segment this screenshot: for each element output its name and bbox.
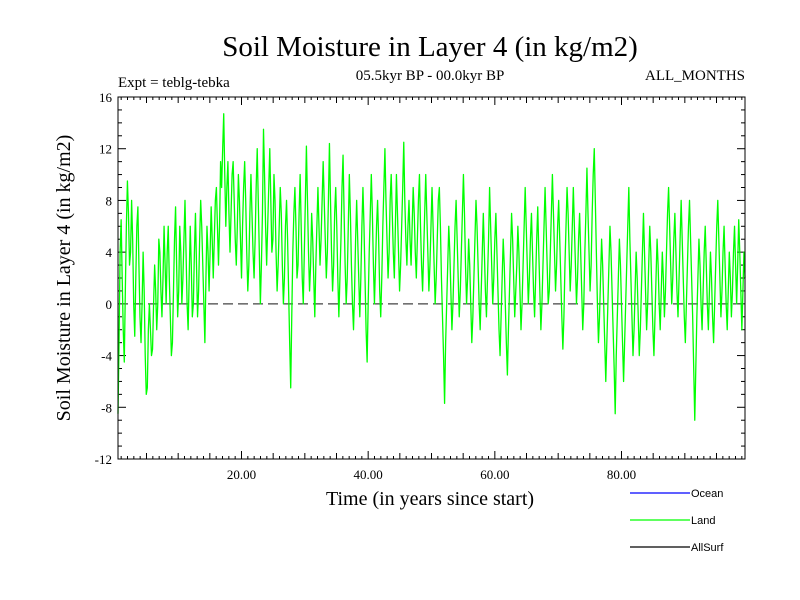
x-tick-labels: 20.00 40.00 60.00 80.00 xyxy=(227,467,636,482)
x-axis-label: Time (in years since start) xyxy=(326,488,534,510)
y-tick-label: -4 xyxy=(101,349,112,364)
legend-label-ocean: Ocean xyxy=(691,488,723,500)
y-tick-label: 16 xyxy=(99,90,113,105)
legend: Ocean Land AllSurf xyxy=(630,488,724,554)
y-tick-label: 8 xyxy=(106,193,113,208)
chart-subtitle-center: 05.5kyr BP - 00.0kyr BP xyxy=(356,68,505,84)
chart-subtitle-left: Expt = teblg-tebka xyxy=(118,75,230,91)
y-tick-label: 12 xyxy=(99,142,112,157)
series-line-land xyxy=(117,113,746,421)
y-tick-label: -12 xyxy=(95,452,112,467)
y-tick-labels: -12 -8 -4 0 4 8 12 16 xyxy=(95,90,113,467)
x-tick-label: 40.00 xyxy=(354,467,383,482)
legend-label-land: Land xyxy=(691,515,715,527)
x-tick-label: 80.00 xyxy=(607,467,636,482)
x-tick-label: 60.00 xyxy=(480,467,509,482)
y-tick-label: -8 xyxy=(101,400,112,415)
plot-frame xyxy=(117,96,746,460)
x-tick-label: 20.00 xyxy=(227,467,256,482)
y-tick-label: 0 xyxy=(106,297,113,312)
chart-title: Soil Moisture in Layer 4 (in kg/m2) xyxy=(222,31,638,63)
series-group xyxy=(117,113,746,421)
y-tick-label: 4 xyxy=(106,245,113,260)
chart-subtitle-right: ALL_MONTHS xyxy=(645,68,745,84)
legend-label-allsurf: AllSurf xyxy=(691,542,724,554)
y-axis-label: Soil Moisture in Layer 4 (in kg/m2) xyxy=(53,135,75,422)
